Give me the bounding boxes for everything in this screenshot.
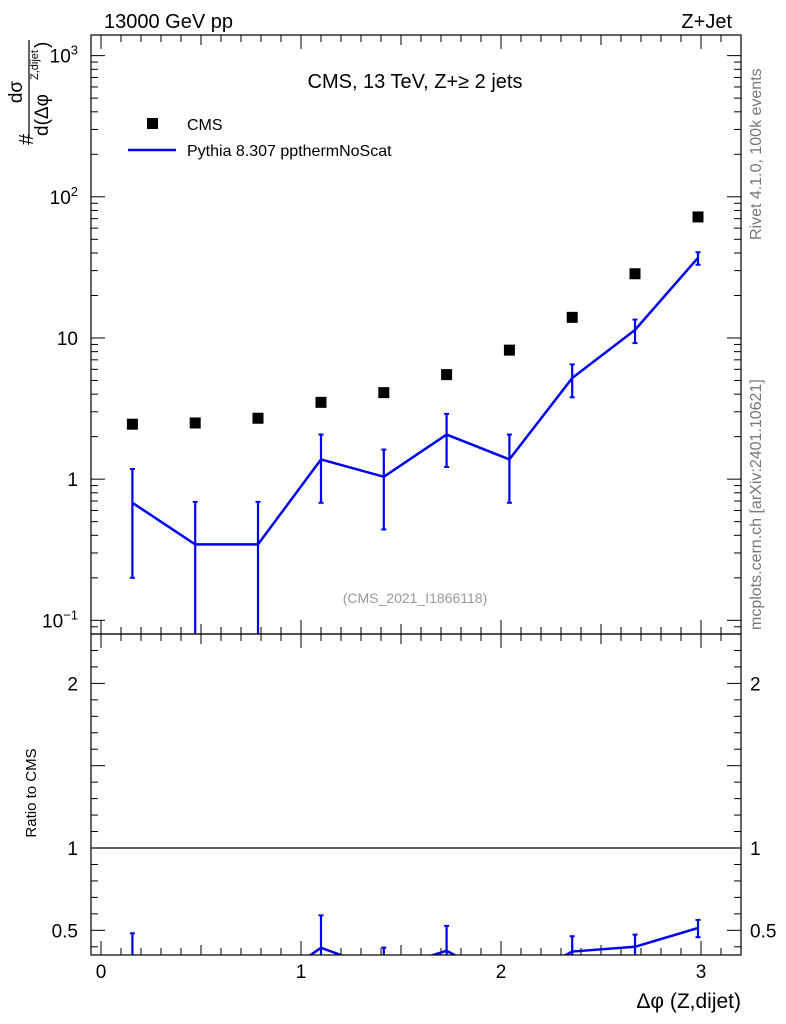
cms-data-point bbox=[692, 211, 704, 223]
x-axis-label: Δφ (Z,dijet) bbox=[636, 990, 741, 1013]
main-y-axis-label: # dσ d(Δφ Z,dijet ) bbox=[6, 40, 53, 145]
plot-title: CMS, 13 TeV, Z+≥ 2 jets bbox=[308, 71, 523, 93]
ratio-series bbox=[129, 914, 701, 955]
legend-label-cms: CMS bbox=[187, 117, 223, 134]
ratio-line bbox=[308, 926, 699, 955]
cms-data-point bbox=[441, 369, 453, 381]
ratio-y-tick-label-right: 2 bbox=[750, 674, 761, 695]
cms-data-point bbox=[126, 418, 138, 430]
cms-data-point bbox=[252, 412, 264, 424]
ratio-plot-frame bbox=[90, 633, 742, 956]
rivet-label: Rivet 4.1.0, 100k events bbox=[748, 68, 765, 240]
x-tick-label: 1 bbox=[296, 962, 307, 983]
main-plot-marks bbox=[126, 211, 704, 634]
mcplots-label: mcplots.cern.ch [arXiv:2401.10621] bbox=[748, 379, 765, 630]
legend-label-pythia: Pythia 8.307 ppthermNoScat bbox=[187, 143, 392, 160]
tick-label-base: 10 bbox=[50, 188, 71, 209]
tick-label-exponent: 2 bbox=[71, 184, 78, 199]
mc-series bbox=[129, 251, 701, 634]
ratio-y-tick-label: 1 bbox=[67, 839, 78, 860]
cms-data-point bbox=[629, 268, 641, 280]
main-y-tick-label: 103 bbox=[50, 43, 78, 68]
ratio-y-tick-label: 2 bbox=[67, 674, 78, 695]
cms-data-point bbox=[189, 417, 201, 429]
cms-data-point bbox=[503, 344, 515, 356]
mc-line bbox=[131, 256, 699, 546]
main-y-tick-label: 10−1 bbox=[42, 607, 78, 632]
ratio-y-axis-label: Ratio to CMS bbox=[23, 748, 40, 837]
legend: CMS Pythia 8.307 ppthermNoScat bbox=[128, 117, 392, 160]
x-tick-label: 3 bbox=[696, 962, 707, 983]
legend-marker-cms bbox=[147, 118, 158, 129]
cms-data-point bbox=[315, 396, 327, 408]
ratio-y-tick-label-right: 0.5 bbox=[750, 921, 776, 942]
y-label-numerator: dσ bbox=[6, 81, 27, 104]
y-label-denominator: d(Δφ bbox=[32, 94, 53, 136]
ratio-plot-panel: 0 1 2 3 0.5 0.5 1 1 2 2 Ratio to CMS Δφ (Z,dijet) bbox=[23, 633, 776, 1013]
cms-data-point bbox=[566, 311, 578, 323]
y-label-superscript: Z,dijet bbox=[29, 50, 41, 80]
ratio-plot-marks bbox=[91, 847, 741, 955]
header-right: Z+Jet bbox=[681, 11, 732, 33]
ratio-y-tick-label: 0.5 bbox=[52, 921, 78, 942]
x-tick-label: 0 bbox=[96, 962, 107, 983]
tick-label-base: 10 bbox=[42, 611, 63, 632]
main-y-tick-label: 10 bbox=[57, 329, 78, 350]
tick-label-exponent: 3 bbox=[71, 43, 78, 58]
header-left: 13000 GeV pp bbox=[104, 11, 233, 33]
ratio-axis-ticks: 0 1 2 3 0.5 0.5 1 1 2 2 bbox=[52, 633, 776, 983]
main-y-tick-label: 102 bbox=[50, 184, 78, 209]
analysis-watermark: (CMS_2021_I1866118) bbox=[343, 590, 488, 606]
ratio-y-tick-label-right: 1 bbox=[750, 839, 761, 860]
x-tick-label: 2 bbox=[496, 962, 507, 983]
tick-label-exponent: −1 bbox=[63, 607, 78, 622]
cms-data-point bbox=[378, 387, 390, 399]
y-label-prefix: # bbox=[16, 133, 38, 145]
y-label-close: ) bbox=[32, 42, 53, 48]
tick-label-base: 10 bbox=[50, 47, 71, 68]
main-y-tick-label: 1 bbox=[67, 470, 78, 491]
